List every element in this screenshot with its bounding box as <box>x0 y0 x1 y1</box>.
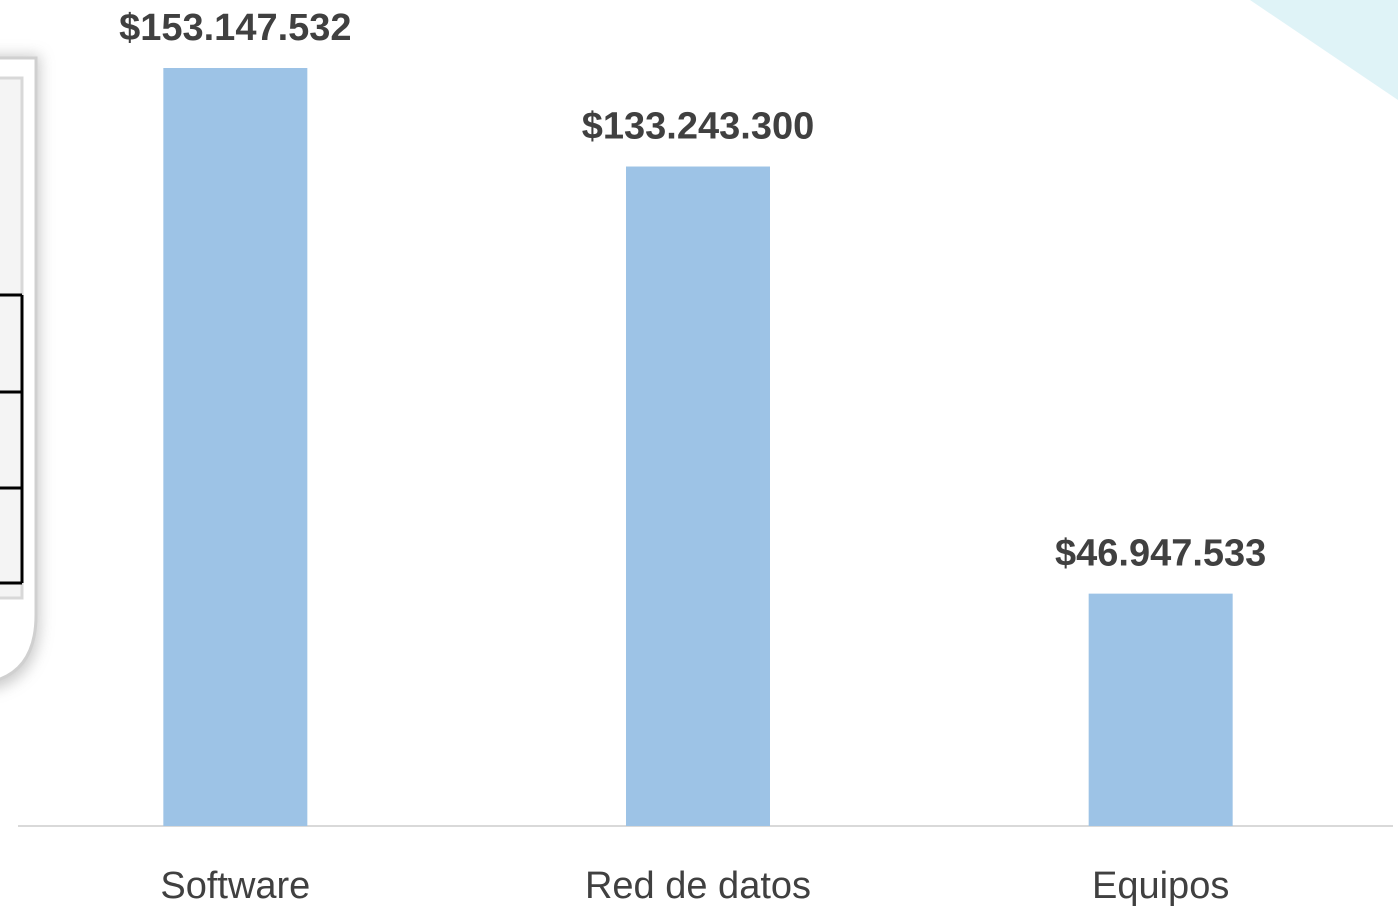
value-label: $153.147.532 <box>119 7 351 49</box>
x-tick-label: Red de datos <box>585 865 811 907</box>
bar <box>163 68 308 826</box>
value-label: $133.243.300 <box>582 106 814 148</box>
bar <box>1088 593 1233 826</box>
x-tick-label: Equipos <box>1092 865 1229 907</box>
x-tick-label: Software <box>160 865 310 907</box>
corner-decoration <box>1250 0 1398 100</box>
bar <box>626 166 770 827</box>
value-label: $46.947.533 <box>1055 533 1266 575</box>
side-panel <box>0 55 40 688</box>
